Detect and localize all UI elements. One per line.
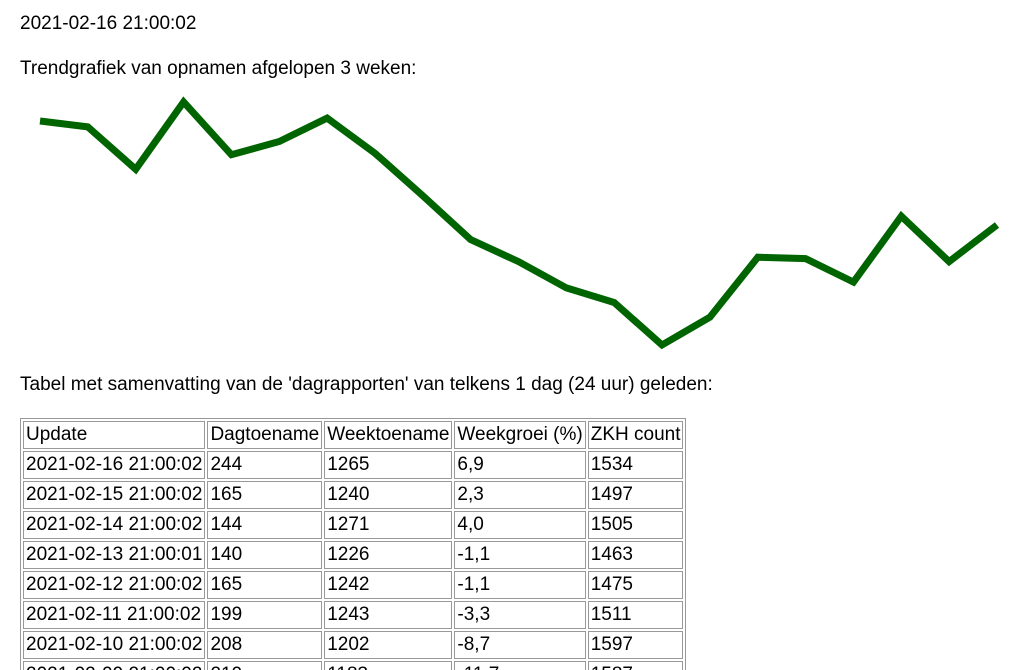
table-row: 2021-02-09 21:00:022191183-11,71587 <box>23 661 684 670</box>
table-cell: 2,3 <box>454 481 586 509</box>
trend-line <box>39 96 1000 350</box>
table-cell: 1242 <box>324 571 453 599</box>
table-cell: 1202 <box>324 631 453 659</box>
table-cell: -1,1 <box>454 571 586 599</box>
table-cell: 2021-02-15 21:00:02 <box>23 481 206 509</box>
table-row: 2021-02-12 21:00:02 165 1242 -1,1 1475 <box>23 571 684 599</box>
table-row: 2021-02-11 21:00:02 199 1243 -3,3 1511 <box>23 601 684 629</box>
chart-caption: Trendgrafiek van opnamen afgelopen 3 wek… <box>20 58 417 79</box>
table-caption: Tabel met samenvatting van de 'dagrappor… <box>20 374 713 395</box>
table-cell: 1226 <box>324 541 453 569</box>
table-cell: 1240 <box>324 481 453 509</box>
table-cell: 1534 <box>587 451 684 479</box>
table-cell: 140 <box>207 541 323 569</box>
table-cell: 4,0 <box>454 511 586 539</box>
table-cell: 1587 <box>587 661 684 670</box>
table-cell: 2021-02-14 21:00:02 <box>23 511 206 539</box>
table-cell: 1463 <box>587 541 684 569</box>
table-cell: 2021-02-13 21:00:01 <box>23 541 206 569</box>
header-cell: Weekgroei (%) <box>454 421 586 449</box>
header-row: Update Dagtoename Weektoename Weekgroei (%)… <box>23 421 684 449</box>
table-cell: 165 <box>207 481 323 509</box>
table-cell: -11,7 <box>454 661 586 670</box>
table-cell: 199 <box>207 601 323 629</box>
table-cell: 2021-02-10 21:00:02 <box>23 631 206 659</box>
table-cell: 2021-02-16 21:00:02 <box>23 451 206 479</box>
table-cell: 1183 <box>324 661 453 670</box>
table-cell: -8,7 <box>454 631 586 659</box>
table-cell: 165 <box>207 571 323 599</box>
table-row: 2021-02-15 21:00:02 165 1240 2,3 1497 <box>23 481 684 509</box>
header-cell: Weektoename <box>324 421 453 449</box>
table-cell: 1505 <box>587 511 684 539</box>
table-cell: 144 <box>207 511 323 539</box>
header-cell: Update <box>23 421 206 449</box>
table-cell: 2021-02-09 21:00:02 <box>23 661 206 670</box>
table-cell: 1243 <box>324 601 453 629</box>
timestamp: 2021-02-16 21:00:02 <box>20 13 197 34</box>
table-cell: 244 <box>207 451 323 479</box>
table-row: 2021-02-14 21:00:02 144 1271 4,0 1505 <box>23 511 684 539</box>
table-cell: 1497 <box>587 481 684 509</box>
table-cell: 1597 <box>587 631 684 659</box>
table-row: 2021-02-16 21:00:02 244 1265 6,9 1534 <box>23 451 684 479</box>
table-cell: 219 <box>207 661 323 670</box>
trend-chart <box>39 96 1000 350</box>
table-cell: -3,3 <box>454 601 586 629</box>
table-cell: 1475 <box>587 571 684 599</box>
header-cell: ZKH count <box>587 421 684 449</box>
table-cell: 2021-02-11 21:00:02 <box>23 601 206 629</box>
table-cell: 1511 <box>587 601 684 629</box>
table-row: 2021-02-13 21:00:01 140 1226 -1,1 1463 <box>23 541 684 569</box>
table-row: 2021-02-10 21:00:02 208 1202 -8,7 1597 <box>23 631 684 659</box>
table-cell: 208 <box>207 631 323 659</box>
summary-table: Update Dagtoename Weektoename Weekgroei (%)… <box>20 418 687 670</box>
header-cell: Dagtoename <box>207 421 323 449</box>
table-cell: 6,9 <box>454 451 586 479</box>
table-cell: 1271 <box>324 511 453 539</box>
table-cell: -1,1 <box>454 541 586 569</box>
table-cell: 2021-02-12 21:00:02 <box>23 571 206 599</box>
table-cell: 1265 <box>324 451 453 479</box>
